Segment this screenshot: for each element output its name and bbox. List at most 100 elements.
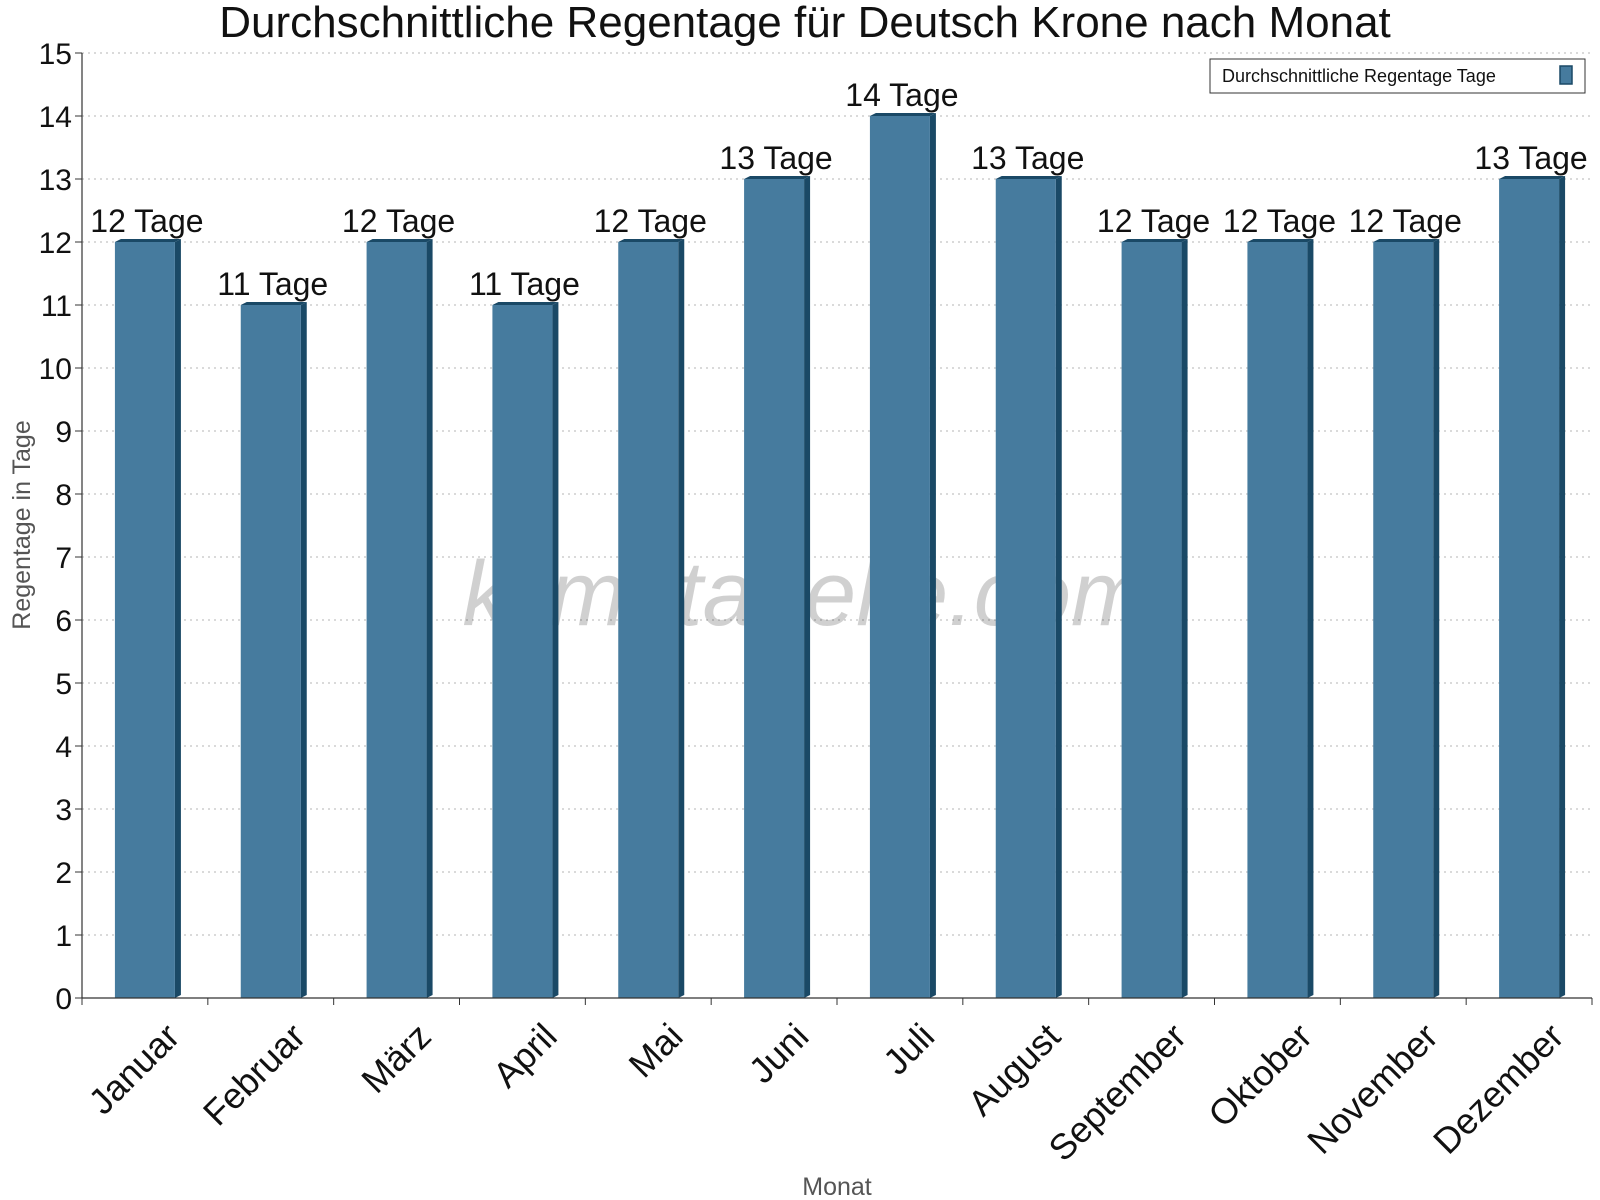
bar-side <box>426 239 433 998</box>
y-axis-title: Regentage in Tage <box>8 420 36 629</box>
data-label: 14 Tage <box>845 77 958 113</box>
bar <box>744 176 811 998</box>
data-labels: 12 Tage 11 Tage 12 Tage 11 Tage 12 Tage 13 Ta… <box>90 77 1587 302</box>
data-label: 12 Tage <box>90 203 203 239</box>
bar-face <box>995 179 1056 998</box>
bar-side <box>678 239 685 998</box>
bar <box>1121 239 1188 998</box>
y-tick-label: 5 <box>55 668 72 701</box>
data-label: 12 Tage <box>1223 203 1336 239</box>
legend: Durchschnittliche Regentage Tage <box>1209 58 1586 94</box>
bar-top <box>744 176 811 179</box>
bar-face <box>869 116 930 998</box>
bar-side <box>929 113 936 998</box>
y-tick-label: 10 <box>39 353 72 386</box>
bar-top <box>1373 239 1440 242</box>
x-tick-label: Januar <box>80 1015 187 1122</box>
bar <box>618 239 685 998</box>
bar <box>869 113 936 998</box>
y-tick-label: 13 <box>39 164 72 197</box>
bar-side <box>300 302 307 998</box>
bar <box>366 239 433 998</box>
y-tick-label: 3 <box>55 794 72 827</box>
bar-face <box>1121 242 1182 998</box>
data-label: 13 Tage <box>1474 140 1587 176</box>
legend-swatch <box>1559 65 1573 85</box>
bar-side <box>552 302 559 998</box>
bar-side <box>174 239 181 998</box>
legend-box <box>1209 58 1586 94</box>
y-tick-label: 1 <box>55 920 72 953</box>
bar-top <box>618 239 685 242</box>
bar-top <box>366 239 433 242</box>
grid-lines <box>82 52 1592 936</box>
x-tick-label: Dezember <box>1425 1015 1571 1161</box>
data-label: 12 Tage <box>1349 203 1462 239</box>
bar-face <box>240 305 301 998</box>
y-tick-label: 8 <box>55 479 72 512</box>
bar-face <box>618 242 679 998</box>
y-tick-label: 11 <box>41 290 72 323</box>
y-tick-label: 9 <box>55 416 72 449</box>
data-label: 11 Tage <box>469 266 580 302</box>
data-label: 13 Tage <box>971 140 1084 176</box>
bar <box>1499 176 1566 998</box>
bar-face <box>366 242 427 998</box>
x-tick-label: Juni <box>741 1015 817 1091</box>
bar <box>1373 239 1440 998</box>
data-label: 12 Tage <box>342 203 455 239</box>
data-label: 12 Tage <box>594 203 707 239</box>
bar-face <box>1373 242 1434 998</box>
legend-label: Durchschnittliche Regentage Tage <box>1222 66 1496 86</box>
y-tick-label: 2 <box>55 857 72 890</box>
axes <box>75 52 1593 1005</box>
bar-side <box>1433 239 1440 998</box>
chart-title: Durchschnittliche Regentage für Deutsch … <box>219 0 1391 47</box>
data-label: 13 Tage <box>719 140 832 176</box>
bar-side <box>1307 239 1314 998</box>
bar-top <box>492 302 559 305</box>
bar-face <box>1499 179 1560 998</box>
bar <box>240 302 307 998</box>
bar-top <box>1247 239 1314 242</box>
x-tick-label: Februar <box>195 1015 313 1133</box>
x-tick-label: September <box>1040 1015 1194 1169</box>
bar-top <box>869 113 936 116</box>
bar-face <box>1247 242 1308 998</box>
bar-side <box>1055 176 1062 998</box>
bar-side <box>804 176 811 998</box>
bar-face <box>744 179 805 998</box>
x-tick-label: Juli <box>875 1015 942 1082</box>
bar <box>1247 239 1314 998</box>
bar-side <box>1181 239 1188 998</box>
x-tick-label: August <box>960 1015 1068 1123</box>
bar-top <box>995 176 1062 179</box>
bar <box>492 302 559 998</box>
y-tick-label: 7 <box>55 542 72 575</box>
bar <box>995 176 1062 998</box>
y-tick-label: 15 <box>39 38 72 71</box>
bars <box>114 113 1566 998</box>
bar-top <box>114 239 181 242</box>
data-label: 11 Tage <box>217 266 328 302</box>
x-tick-label: April <box>485 1015 565 1095</box>
bar-top <box>1499 176 1566 179</box>
y-tick-label: 0 <box>55 983 72 1016</box>
y-tick-label: 6 <box>55 605 72 638</box>
bar-face <box>114 242 175 998</box>
x-tick-label: Oktober <box>1200 1015 1320 1135</box>
x-axis-title: Monat <box>802 1173 872 1200</box>
bar-top <box>1121 239 1188 242</box>
x-tick-labels: Januar Februar März April Mai Juni Juli AugustS… <box>80 1015 1571 1169</box>
data-label: 12 Tage <box>1097 203 1210 239</box>
y-tick-label: 12 <box>39 227 72 260</box>
bar <box>114 239 181 998</box>
x-tick-label: November <box>1299 1015 1445 1161</box>
bar-face <box>492 305 553 998</box>
x-tick-label: März <box>353 1015 439 1101</box>
bar-top <box>240 302 307 305</box>
x-tick-label: Mai <box>621 1015 691 1085</box>
bar-side <box>1559 176 1566 998</box>
